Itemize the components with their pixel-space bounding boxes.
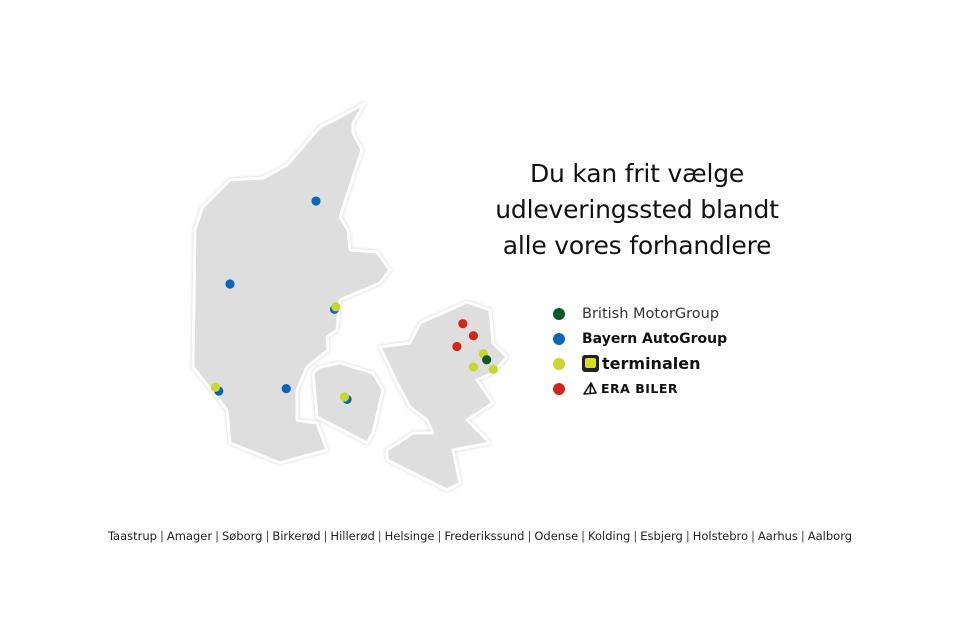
separator: | xyxy=(800,529,805,543)
dealer-marker xyxy=(482,355,492,365)
city-name: Hillerød xyxy=(330,529,375,543)
dealer-marker xyxy=(331,302,341,312)
title-line: udleveringssted blandt xyxy=(495,195,779,224)
separator: | xyxy=(323,529,328,543)
legend-label: ERA BILER xyxy=(601,381,678,396)
legend-item-british-motorgroup: British MotorGroup xyxy=(553,301,727,326)
region-zealand xyxy=(378,300,509,492)
page-title: Du kan frit vælge udleveringssted blandt… xyxy=(457,156,817,264)
dealer-marker xyxy=(225,279,235,289)
separator: | xyxy=(527,529,532,543)
dealer-marker xyxy=(210,382,221,392)
separator: | xyxy=(751,529,755,543)
blue-dot-icon xyxy=(553,332,565,345)
title-line: Du kan frit vælge xyxy=(529,159,745,188)
legend-item-era-biler: ERA BILER xyxy=(553,376,727,401)
red-dot-icon xyxy=(553,382,565,395)
dealer-marker xyxy=(311,196,321,206)
legend-label: terminalen xyxy=(602,354,701,373)
separator: | xyxy=(215,529,219,543)
legend-item-bayern-autogroup: Bayern AutoGroup xyxy=(553,326,727,351)
city-name: Helsinge xyxy=(384,529,435,543)
city-name: Aarhus xyxy=(757,529,798,543)
dealer-marker xyxy=(458,319,468,329)
yellow-dot-icon xyxy=(553,357,565,370)
separator: | xyxy=(159,529,164,543)
separator: | xyxy=(685,529,690,543)
city-name: Amager xyxy=(166,529,213,543)
city-name: Aalborg xyxy=(807,529,853,543)
city-list: Taastrup | Amager | Søborg | Birkerød | Hillerød… xyxy=(0,529,960,543)
dealer-marker xyxy=(468,331,479,341)
city-name: Holstebro xyxy=(692,529,748,543)
title-line: alle vores forhandlere xyxy=(502,231,772,260)
dealer-marker xyxy=(339,392,350,402)
city-name: Kolding xyxy=(588,529,631,543)
era-logo-icon xyxy=(583,381,597,395)
city-name: Esbjerg xyxy=(640,529,683,543)
separator: | xyxy=(633,529,638,543)
city-name: Odense xyxy=(534,529,579,543)
dealer-marker xyxy=(281,383,291,394)
legend-label: British MotorGroup xyxy=(582,305,720,322)
dealer-marker xyxy=(488,364,498,374)
city-name: Søborg xyxy=(221,529,263,543)
city-name: Frederikssund xyxy=(444,529,525,543)
dealer-marker xyxy=(468,362,479,372)
city-name: Birkerød xyxy=(272,529,321,543)
green-dot-icon xyxy=(553,307,565,320)
city-name: Taastrup xyxy=(107,529,157,543)
separator: | xyxy=(265,529,270,543)
legend-label: Bayern AutoGroup xyxy=(582,330,728,347)
separator: | xyxy=(581,529,586,543)
terminalen-logo-icon xyxy=(582,355,599,372)
separator: | xyxy=(437,529,442,543)
region-jutland xyxy=(191,101,392,465)
dealer-marker xyxy=(452,341,462,352)
map-legend: British MotorGroup Bayern AutoGroup term… xyxy=(553,301,727,401)
legend-item-terminalen: terminalen xyxy=(553,351,727,376)
separator: | xyxy=(377,529,382,543)
